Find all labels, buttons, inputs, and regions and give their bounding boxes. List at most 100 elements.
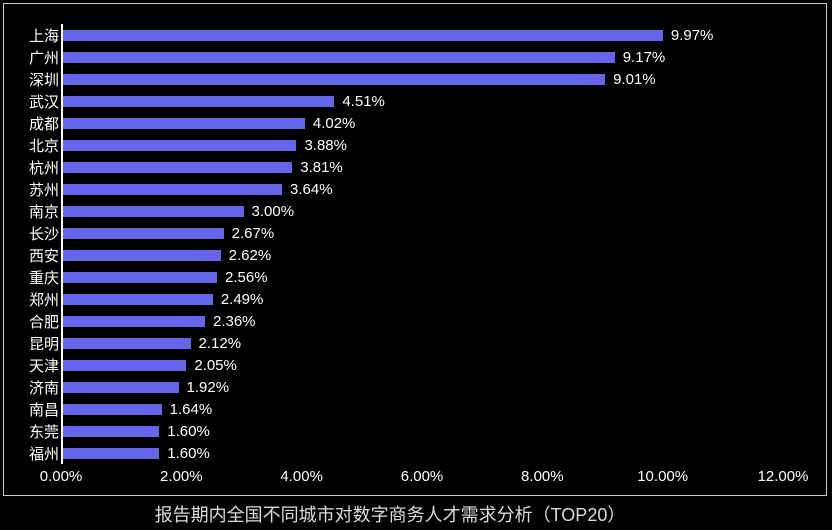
bar xyxy=(63,227,224,239)
value-label: 2.49% xyxy=(220,290,264,308)
category-label: 济南 xyxy=(28,379,59,397)
bar-track: 1.92% xyxy=(61,376,819,398)
x-tick-label: 12.00% xyxy=(757,468,809,485)
bar-track: 2.12% xyxy=(61,332,819,354)
bar xyxy=(63,51,615,63)
bar-row: 合肥 2.36% xyxy=(19,310,819,332)
bar xyxy=(63,183,282,195)
bar-track: 3.00% xyxy=(61,200,819,222)
value-label: 9.97% xyxy=(670,26,714,44)
x-axis: 0.00% 2.00% 4.00% 6.00% 8.00% 10.00% 12.00% xyxy=(4,468,826,488)
bar-track: 3.88% xyxy=(61,134,819,156)
value-label: 1.60% xyxy=(167,422,210,440)
category-label: 郑州 xyxy=(28,291,59,309)
value-label: 1.60% xyxy=(167,444,210,462)
bar-track: 9.01% xyxy=(61,68,819,90)
value-label: 2.62% xyxy=(228,246,272,264)
value-label: 9.17% xyxy=(622,48,666,66)
category-label: 深圳 xyxy=(28,71,59,89)
category-label: 合肥 xyxy=(28,313,59,331)
bar xyxy=(63,359,187,371)
value-label: 9.01% xyxy=(613,70,656,88)
bar-row: 昆明 2.12% xyxy=(19,332,819,354)
bar-row: 天津 2.05% xyxy=(19,354,819,376)
bar-track: 4.51% xyxy=(61,90,819,112)
bar xyxy=(63,73,606,85)
category-label: 重庆 xyxy=(28,269,59,287)
bar xyxy=(63,447,160,459)
bar-row: 苏州 3.64% xyxy=(19,178,819,200)
bar-row: 北京 3.88% xyxy=(19,134,819,156)
value-label: 4.02% xyxy=(312,114,356,132)
bar-row: 西安 2.62% xyxy=(19,244,819,266)
category-label: 昆明 xyxy=(28,335,59,353)
bar-row: 成都 4.02% xyxy=(19,112,819,134)
bar-track: 4.02% xyxy=(61,112,819,134)
category-label: 北京 xyxy=(28,137,59,155)
bar-row: 长沙 2.67% xyxy=(19,222,819,244)
bar-track: 2.56% xyxy=(61,266,819,288)
chart-frame: 上海 9.97% 广州 9.17% 深圳 9.01% 武汉 4.51% 成都 4.02% 北京 3.8… xyxy=(3,3,827,496)
bar xyxy=(63,381,179,393)
bar-row: 郑州 2.49% xyxy=(19,288,819,310)
category-label: 南京 xyxy=(28,203,59,221)
bar-track: 2.05% xyxy=(61,354,819,376)
bar-track: 9.17% xyxy=(61,46,819,68)
bar-row: 福州 1.60% xyxy=(19,442,819,464)
value-label: 2.56% xyxy=(225,268,268,286)
bar-row: 广州 9.17% xyxy=(19,46,819,68)
bar xyxy=(63,271,218,283)
bar-track: 1.60% xyxy=(61,420,819,442)
x-tick-label: 4.00% xyxy=(280,468,323,485)
bar-rows: 上海 9.97% 广州 9.17% 深圳 9.01% 武汉 4.51% 成都 4.02% 北京 3.8… xyxy=(19,24,819,464)
bar-track: 2.67% xyxy=(61,222,819,244)
category-label: 广州 xyxy=(28,49,59,67)
bar xyxy=(63,249,221,261)
bar-track: 1.64% xyxy=(61,398,819,420)
bar xyxy=(63,425,160,437)
category-label: 东莞 xyxy=(28,423,59,441)
bar-row: 东莞 1.60% xyxy=(19,420,819,442)
bar-row: 南昌 1.64% xyxy=(19,398,819,420)
value-label: 3.81% xyxy=(300,158,343,176)
value-label: 2.36% xyxy=(212,312,256,330)
bar-track: 3.81% xyxy=(61,156,819,178)
category-label: 福州 xyxy=(28,445,59,463)
bar xyxy=(63,161,293,173)
bar-row: 深圳 9.01% xyxy=(19,68,819,90)
value-label: 2.67% xyxy=(231,224,275,242)
category-label: 西安 xyxy=(28,247,59,265)
bar xyxy=(63,29,663,41)
value-label: 3.64% xyxy=(290,180,333,198)
bar-track: 9.97% xyxy=(61,24,819,46)
bar-row: 重庆 2.56% xyxy=(19,266,819,288)
value-label: 3.88% xyxy=(304,136,347,154)
category-label: 天津 xyxy=(28,357,59,375)
bar-track: 2.36% xyxy=(61,310,819,332)
bar xyxy=(63,403,162,415)
bar xyxy=(63,205,244,217)
bar-row: 杭州 3.81% xyxy=(19,156,819,178)
bar-track: 2.49% xyxy=(61,288,819,310)
category-label: 成都 xyxy=(28,115,59,133)
bar-row: 上海 9.97% xyxy=(19,24,819,46)
category-label: 苏州 xyxy=(28,181,59,199)
bar xyxy=(63,315,205,327)
category-label: 南昌 xyxy=(28,401,59,419)
category-label: 武汉 xyxy=(28,93,59,111)
value-label: 4.51% xyxy=(342,92,385,110)
bar-row: 武汉 4.51% xyxy=(19,90,819,112)
bar-row: 济南 1.92% xyxy=(19,376,819,398)
value-label: 1.64% xyxy=(169,400,213,418)
x-tick-label: 8.00% xyxy=(521,468,564,485)
bar-track: 1.60% xyxy=(61,442,819,464)
x-tick-label: 6.00% xyxy=(400,468,444,485)
value-label: 1.92% xyxy=(186,378,230,396)
bar xyxy=(63,117,305,129)
value-label: 2.05% xyxy=(194,356,237,374)
bar xyxy=(63,337,191,349)
bar xyxy=(63,139,297,151)
category-label: 长沙 xyxy=(28,225,59,243)
x-tick-label: 2.00% xyxy=(160,468,203,485)
